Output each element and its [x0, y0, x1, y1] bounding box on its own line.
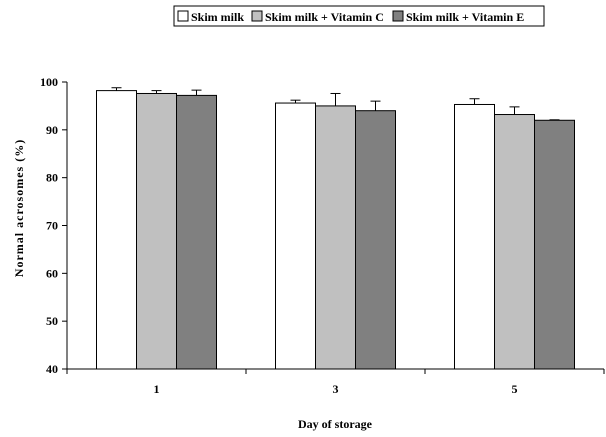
legend-label-3: Skim milk + Vitamin E: [406, 10, 524, 24]
bar-2-day-3: [315, 105, 356, 370]
y-tick-label: 100: [40, 75, 58, 89]
y-tick-label: 90: [46, 123, 58, 137]
y-tick-label: 80: [46, 171, 58, 185]
legend-box: [173, 5, 545, 27]
legend-swatch-2: [251, 10, 263, 22]
legend-swatch-3: [392, 10, 404, 22]
y-tick-label: 40: [46, 362, 58, 376]
bars: [96, 87, 575, 370]
legend-label-2: Skim milk + Vitamin C: [265, 10, 384, 24]
bar-3-day-5: [534, 119, 575, 370]
legend-swatch-1: [177, 10, 189, 22]
y-tick-label: 50: [46, 314, 58, 328]
bar-2-day-1: [136, 92, 177, 370]
bar-3-day-3: [355, 110, 396, 370]
y-tick-label: 70: [46, 219, 58, 233]
x-tick-label: 5: [512, 382, 518, 396]
x-tick-label: 3: [333, 382, 339, 396]
x-tick-label: 1: [154, 382, 160, 396]
bar-1-day-5: [454, 103, 495, 370]
legend-label-1: Skim milk: [191, 10, 244, 24]
y-axis-label: Normal acrosomes (%): [12, 139, 26, 277]
bar-1-day-3: [275, 102, 316, 370]
y-tick-label: 60: [46, 266, 58, 280]
bar-2-day-5: [494, 114, 535, 370]
legend: Skim milk Skim milk + Vitamin C Skim milk …: [173, 5, 545, 27]
x-axis-label: Day of storage: [298, 417, 373, 431]
bar-1-day-1: [96, 90, 137, 370]
bar-3-day-1: [176, 94, 217, 370]
